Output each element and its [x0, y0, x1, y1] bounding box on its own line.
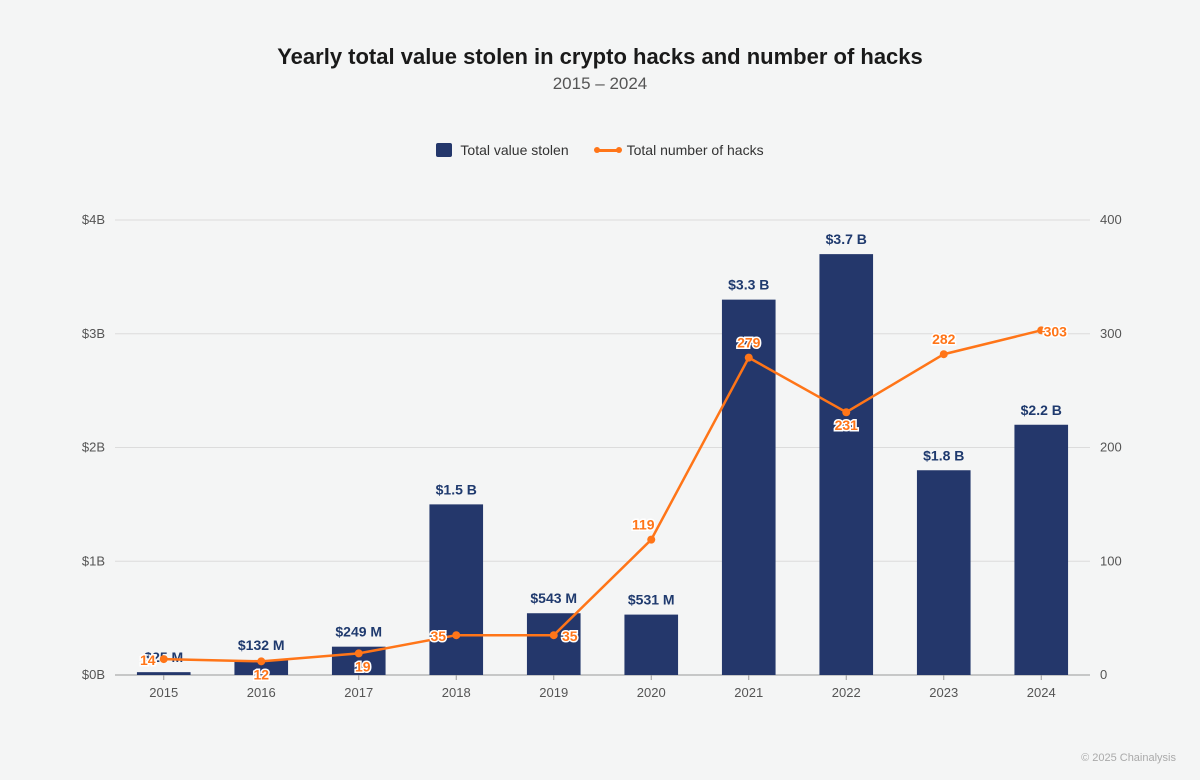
bar-value-label: $3.7 B: [826, 231, 867, 247]
legend-item-line: Total number of hacks: [597, 142, 764, 158]
svg-text:2023: 2023: [929, 685, 958, 700]
bar-value-label: $1.5 B: [436, 481, 477, 497]
line-series: [164, 330, 1042, 661]
bar-value-label: $543 M: [530, 590, 577, 606]
line-marker: [842, 408, 850, 416]
bar: [429, 504, 483, 675]
legend-bar-swatch: [436, 143, 452, 157]
svg-text:2016: 2016: [247, 685, 276, 700]
bar-value-label: $2.2 B: [1021, 402, 1062, 418]
svg-text:2024: 2024: [1027, 685, 1056, 700]
svg-text:$2B: $2B: [82, 440, 105, 455]
svg-text:2015: 2015: [149, 685, 178, 700]
legend-bar-label: Total value stolen: [460, 142, 568, 158]
svg-text:200: 200: [1100, 440, 1122, 455]
svg-text:100: 100: [1100, 553, 1122, 568]
svg-text:$0B: $0B: [82, 667, 105, 682]
line-value-label: 119: [632, 517, 655, 533]
line-marker: [745, 354, 753, 362]
line-marker: [452, 631, 460, 639]
bar-value-label: $249 M: [335, 624, 382, 640]
legend-line-swatch: [597, 149, 619, 152]
line-value-label: 303: [1044, 323, 1068, 339]
chart-area: $0B $1B $2B $3B $4B 0 100 200 300 400 2015 2016 2017…: [60, 210, 1140, 710]
svg-text:2021: 2021: [734, 685, 763, 700]
line-value-label: 14: [140, 652, 156, 668]
line-value-label: 35: [430, 628, 446, 644]
bar: [819, 254, 873, 675]
svg-text:2020: 2020: [637, 685, 666, 700]
svg-text:$4B: $4B: [82, 212, 105, 227]
line-value-label: 19: [355, 658, 371, 674]
legend-line-label: Total number of hacks: [627, 142, 764, 158]
line-value-label: 12: [253, 666, 269, 682]
svg-text:$3B: $3B: [82, 326, 105, 341]
line-marker: [940, 350, 948, 358]
line-marker: [257, 657, 265, 665]
svg-text:400: 400: [1100, 212, 1122, 227]
line-marker: [355, 649, 363, 657]
legend: Total value stolen Total number of hacks: [0, 142, 1200, 158]
bar-value-label: $1.8 B: [923, 447, 964, 463]
line-value-label: 282: [932, 331, 956, 347]
bar-value-label: $531 M: [628, 592, 675, 608]
chart-subtitle: 2015 – 2024: [0, 74, 1200, 94]
line-marker: [160, 655, 168, 663]
legend-item-bar: Total value stolen: [436, 142, 568, 158]
line-value-label: 279: [737, 335, 761, 351]
chart-title: Yearly total value stolen in crypto hack…: [0, 44, 1200, 70]
line-value-label: 231: [835, 417, 859, 433]
line-value-label: 35: [562, 628, 578, 644]
bar: [1014, 425, 1068, 675]
svg-text:2017: 2017: [344, 685, 373, 700]
svg-text:2022: 2022: [832, 685, 861, 700]
bar: [624, 615, 678, 675]
line-marker: [550, 631, 558, 639]
chart-svg: $0B $1B $2B $3B $4B 0 100 200 300 400 2015 2016 2017…: [60, 210, 1140, 710]
svg-text:$1B: $1B: [82, 553, 105, 568]
svg-text:2018: 2018: [442, 685, 471, 700]
bar: [137, 672, 191, 675]
svg-text:0: 0: [1100, 667, 1107, 682]
line-marker: [647, 536, 655, 544]
bar: [917, 470, 971, 675]
bar-value-label: $132 M: [238, 637, 285, 653]
title-block: Yearly total value stolen in crypto hack…: [0, 0, 1200, 94]
footer-copyright: © 2025 Chainalysis: [1081, 752, 1176, 764]
svg-text:2019: 2019: [539, 685, 568, 700]
bar-value-label: $3.3 B: [728, 277, 769, 293]
svg-text:300: 300: [1100, 326, 1122, 341]
